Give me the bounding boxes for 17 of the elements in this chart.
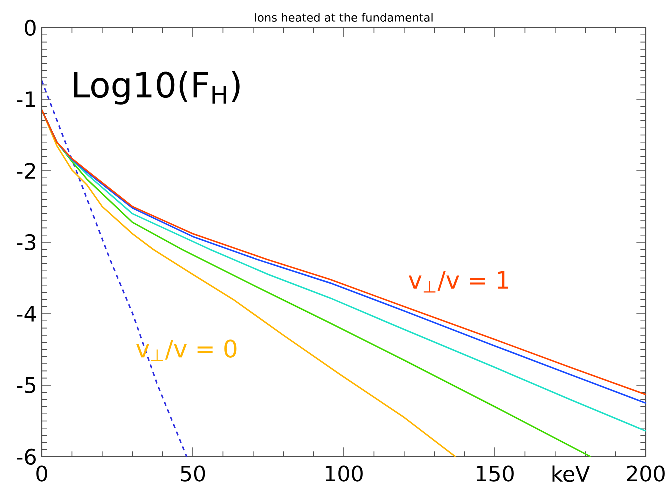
y-tick-label: -6 (17, 448, 36, 466)
x-tick-label: 200 (627, 466, 665, 482)
series-label: v$_{⊥}$/v = 0 (136, 340, 237, 362)
x-tick-label: 150 (476, 466, 514, 482)
y-tick-label: -5 (17, 378, 36, 394)
x-tick-label: 100 (326, 466, 363, 482)
y-axis-title: Log10(F$_{H}$) (74, 71, 240, 105)
y-tick-label: -2 (17, 163, 36, 179)
chart-title: Ions heated at the fundamental (255, 13, 433, 22)
x-tick-label: 50 (181, 466, 206, 482)
y-tick-label: -4 (17, 306, 36, 322)
x-tick-label: 0 (36, 466, 48, 482)
y-tick-label: 0 (25, 20, 36, 36)
x-axis-title: keV (552, 466, 590, 482)
y-tick-label: -1 (17, 92, 36, 108)
series-label: v$_{⊥}$/v = 1 (409, 271, 508, 293)
y-tick-label: -3 (17, 234, 36, 251)
